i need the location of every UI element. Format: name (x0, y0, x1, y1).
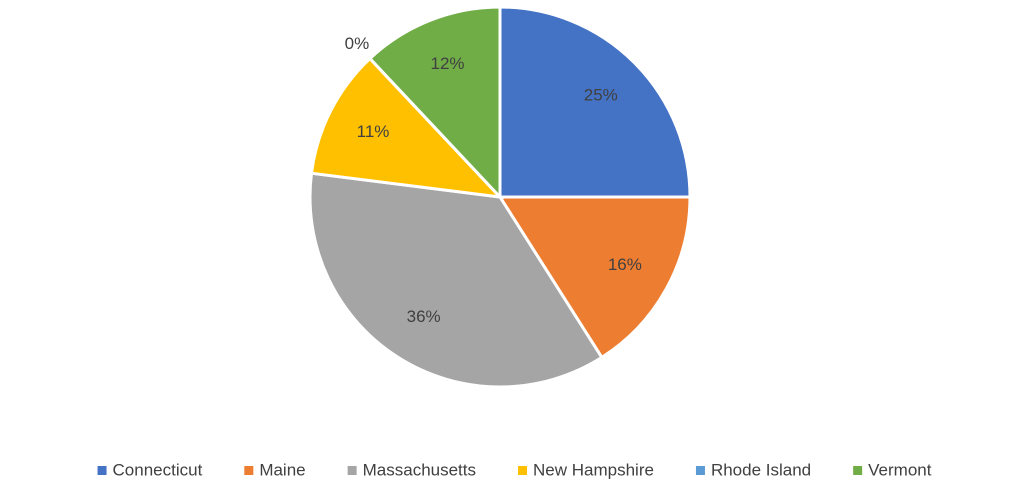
legend-label: Connecticut (113, 460, 203, 479)
data-label: 0% (345, 34, 370, 53)
legend-swatch (347, 466, 357, 475)
legend-swatch (853, 466, 863, 475)
data-label: 11% (357, 122, 390, 141)
legend-swatch (97, 466, 107, 475)
data-label: 25% (584, 86, 618, 105)
legend-label: Maine (259, 460, 305, 479)
legend-label: Vermont (868, 460, 932, 479)
legend-swatch (518, 466, 528, 475)
data-label: 36% (407, 307, 441, 326)
legend-swatch (244, 466, 254, 475)
pie-slice (497, 195, 692, 360)
pie-slice (498, 5, 692, 199)
pie-slice (367, 5, 502, 201)
legend-label: Massachusetts (363, 460, 476, 479)
legend-swatch (695, 466, 705, 475)
data-label: 12% (431, 54, 465, 73)
legend-label: Rhode Island (711, 460, 811, 479)
data-label: 16% (608, 255, 642, 274)
pie-slice (309, 56, 504, 200)
legend-label: New Hampshire (533, 460, 654, 479)
pie-slice (308, 171, 604, 389)
